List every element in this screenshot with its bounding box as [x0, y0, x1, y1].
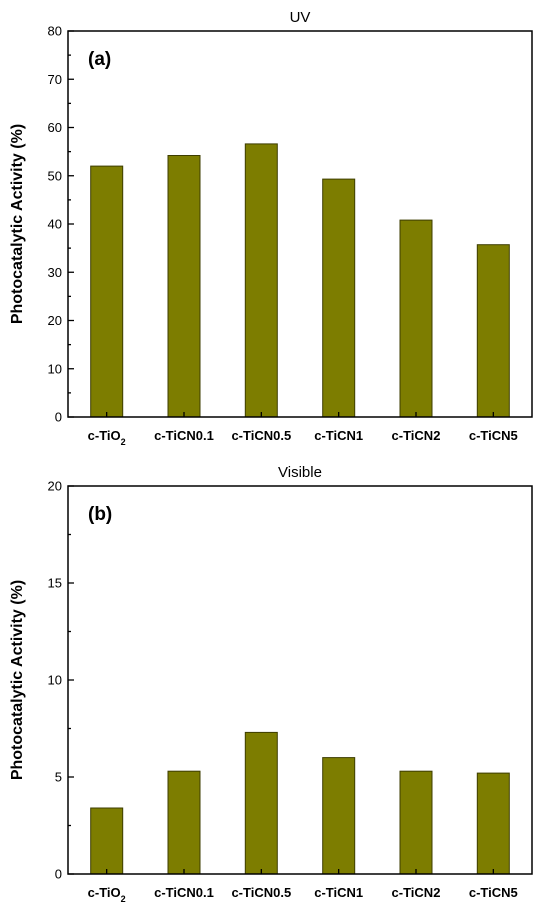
category-label: c-TiCN0.5 [231, 885, 291, 900]
category-label: c-TiCN2 [392, 885, 441, 900]
chart-panel-2: 0 5 10 15 20 c-TiO2 c-TiCN0.1 c-TiCN0.5 c-TiCN1 c… [9, 464, 533, 904]
bar-4 [322, 178, 356, 418]
y-tick-label: 70 [48, 72, 62, 87]
category-label: c-TiO2 [88, 428, 126, 447]
bar-3 [244, 731, 278, 875]
category-label: c-TiCN5 [469, 428, 518, 443]
plot-frame [67, 485, 533, 875]
category-label: c-TiCN0.5 [231, 428, 291, 443]
chart-panel-1: 0 10 20 30 40 50 60 70 80 c-TiO2 c-TiCN0.1 c-TiCN0.… [9, 9, 533, 447]
chart-title: Visible [278, 464, 322, 481]
bar-3 [244, 143, 278, 418]
y-axis-label: Photocatalytic Activity (%) [9, 124, 26, 324]
y-tick-label: 20 [48, 313, 62, 328]
category-label: c-TiCN1 [314, 885, 363, 900]
y-tick-label: 10 [48, 673, 62, 688]
category-label: c-TiCN1 [314, 428, 363, 443]
y-tick-label: 0 [55, 867, 62, 882]
y-tick-label: 60 [48, 120, 62, 135]
bar-2 [167, 770, 201, 875]
panel-label: (b) [88, 504, 112, 525]
bar-2 [167, 155, 201, 418]
bar-5 [399, 219, 433, 418]
plot-frame [67, 30, 533, 418]
y-tick-label: 50 [48, 168, 62, 183]
y-tick-label: 20 [48, 479, 62, 494]
y-tick-label: 5 [55, 770, 62, 785]
category-label: c-TiCN0.1 [154, 885, 214, 900]
panel-label: (a) [88, 49, 111, 70]
y-axis-label: Photocatalytic Activity (%) [9, 580, 26, 780]
y-tick-label: 0 [55, 410, 62, 425]
y-tick-label: 30 [48, 265, 62, 280]
bar-4 [322, 757, 356, 875]
bar-5 [399, 770, 433, 875]
bar-1 [90, 807, 124, 875]
bar-6 [476, 772, 510, 875]
bar-1 [90, 165, 124, 418]
y-tick-label: 40 [48, 217, 62, 232]
category-label: c-TiO2 [88, 885, 126, 904]
category-label: c-TiCN0.1 [154, 428, 214, 443]
y-tick-label: 80 [48, 24, 62, 39]
bar-6 [476, 244, 510, 418]
category-label: c-TiCN5 [469, 885, 518, 900]
chart-title: UV [290, 9, 311, 26]
y-tick-label: 10 [48, 361, 62, 376]
category-label: c-TiCN2 [392, 428, 441, 443]
y-tick-label: 15 [48, 576, 62, 591]
